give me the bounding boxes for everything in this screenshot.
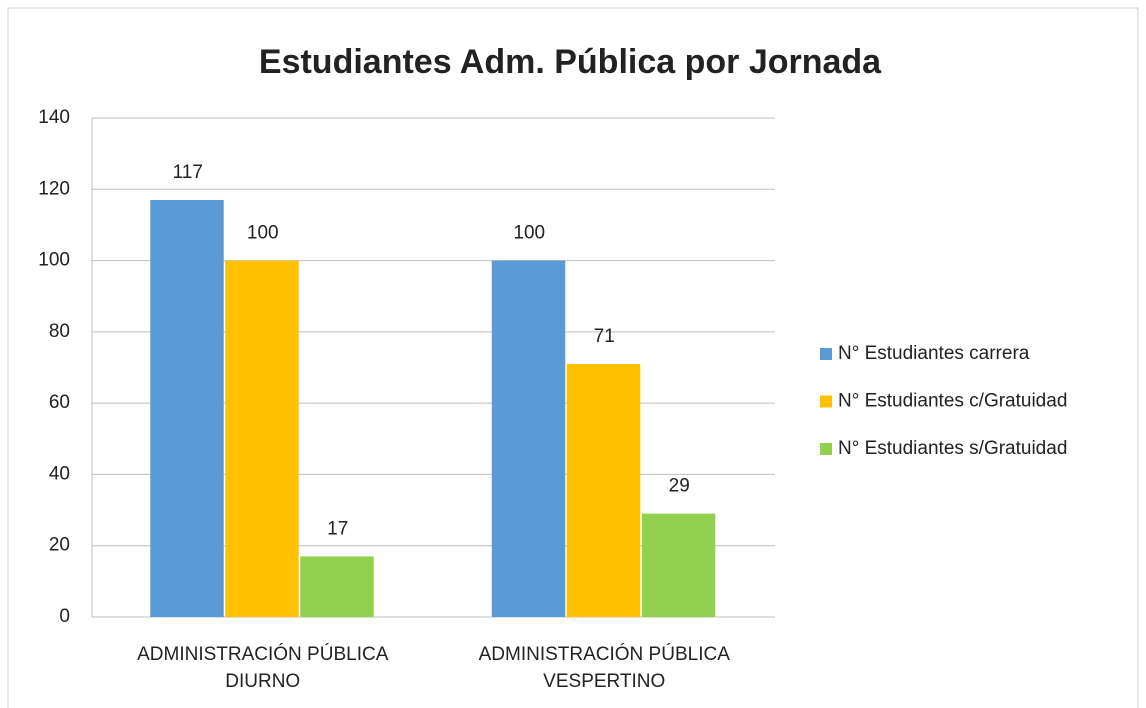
y-tick-label: 40: [49, 463, 70, 484]
value-label: 71: [594, 326, 615, 347]
y-tick-label: 120: [38, 178, 70, 199]
value-label: 17: [327, 518, 348, 539]
legend-swatch: [820, 443, 832, 455]
bar: [150, 199, 224, 617]
y-tick-label: 60: [49, 392, 70, 413]
bar: [566, 363, 641, 617]
y-tick-label: 0: [59, 606, 70, 627]
x-tick-label: ADMINISTRACIÓN PÚBLICA VESPERTINO: [478, 644, 730, 692]
legend-label: N° Estudiantes s/Gratuidad: [838, 438, 1067, 459]
x-tick-label: ADMINISTRACIÓN PÚBLICA DIURNO: [137, 644, 389, 692]
y-tick-label: 140: [38, 107, 70, 128]
value-label: 100: [513, 223, 545, 244]
y-tick-label: 20: [49, 535, 70, 556]
y-tick-label: 100: [38, 250, 70, 271]
bar: [225, 260, 299, 617]
chart-title: Estudiantes Adm. Pública por Jornada: [259, 43, 882, 81]
value-label: 29: [669, 476, 690, 497]
value-label: 117: [173, 162, 203, 183]
legend-label: N° Estudiantes c/Gratuidad: [838, 391, 1067, 412]
legend-swatch: [820, 348, 832, 360]
legend-swatch: [820, 395, 832, 408]
legend-label: N° Estudiantes carrera: [838, 343, 1030, 364]
bar: [641, 513, 716, 617]
bar: [491, 260, 566, 617]
value-label: 100: [247, 223, 279, 244]
chart-border: [7, 7, 1139, 708]
y-tick-label: 80: [49, 321, 70, 342]
bar: [300, 556, 374, 617]
